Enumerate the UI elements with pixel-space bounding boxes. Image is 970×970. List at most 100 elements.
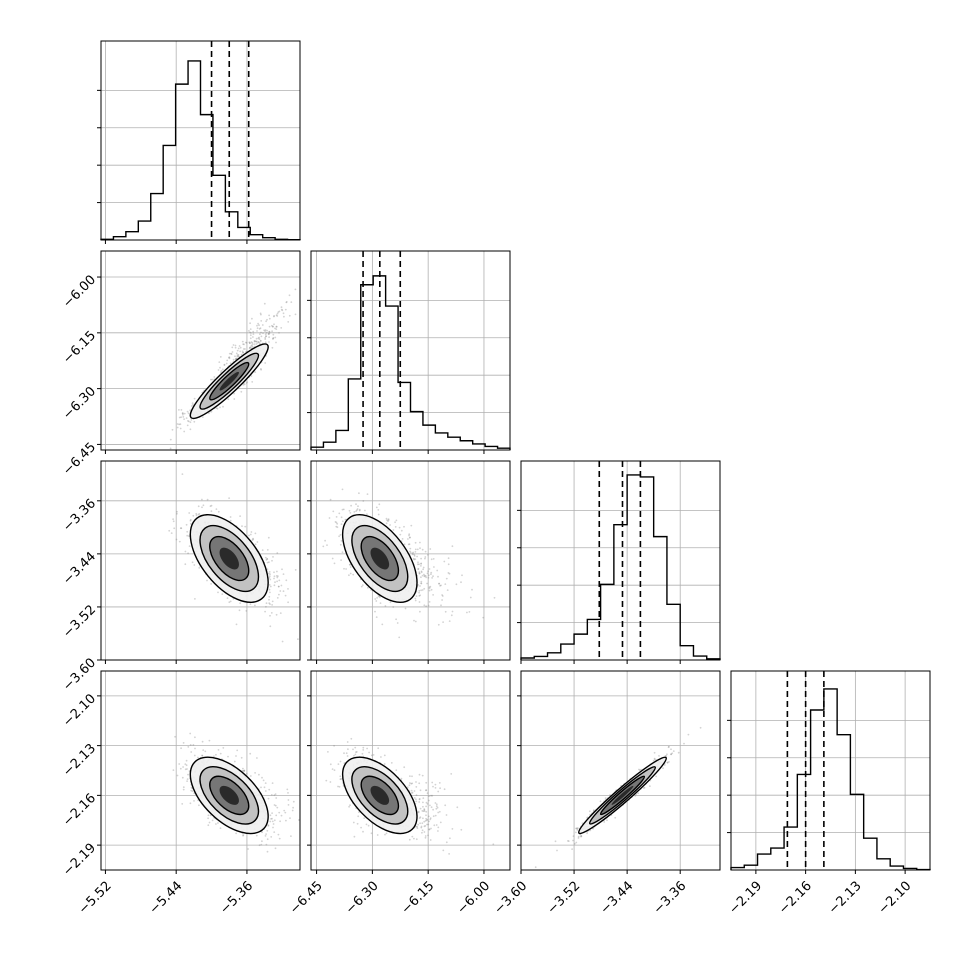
- scatter-point: [254, 340, 257, 342]
- scatter-point: [268, 331, 271, 333]
- scatter-point: [265, 605, 267, 608]
- scatter-point: [411, 791, 414, 794]
- scatter-point: [248, 342, 251, 344]
- scatter-point: [444, 610, 447, 613]
- scatter-point: [413, 558, 416, 561]
- scatter-point: [387, 518, 390, 521]
- scatter-point: [418, 817, 421, 819]
- panel-frame: [730, 670, 931, 871]
- scatter-point: [252, 537, 254, 540]
- scatter-point: [423, 573, 425, 576]
- scatter-point: [254, 532, 257, 535]
- scatter-point: [588, 810, 591, 813]
- scatter-point: [419, 807, 422, 810]
- scatter-point: [254, 543, 257, 546]
- scatter-point: [189, 409, 192, 412]
- scatter-point: [233, 392, 236, 395]
- scatter-point: [190, 405, 193, 407]
- scatter-point: [427, 574, 430, 577]
- scatter-point: [363, 817, 366, 819]
- scatter-point: [273, 323, 275, 326]
- scatter-point: [376, 834, 379, 836]
- scatter-point: [447, 572, 450, 574]
- scatter-point: [422, 566, 425, 569]
- panel-content: [172, 732, 306, 853]
- scatter-point: [268, 575, 271, 578]
- scatter-point: [416, 825, 418, 828]
- scatter-point: [418, 801, 421, 803]
- scatter-point: [414, 597, 417, 600]
- scatter-point: [341, 508, 344, 511]
- scatter-point: [305, 604, 307, 606]
- scatter-point: [422, 817, 424, 820]
- scatter-point: [429, 818, 432, 821]
- scatter-point: [414, 551, 417, 553]
- scatter-point: [269, 625, 272, 628]
- scatter-point: [258, 773, 260, 776]
- scatter-point: [408, 534, 410, 537]
- scatter-point: [377, 513, 380, 516]
- scatter-point: [304, 805, 306, 807]
- scatter-point: [275, 575, 278, 577]
- scatter-point: [357, 815, 360, 818]
- scatter-point: [450, 773, 453, 775]
- scatter-point: [273, 794, 276, 797]
- scatter-point: [266, 568, 269, 571]
- scatter-point: [183, 430, 186, 433]
- scatter-point: [251, 381, 254, 383]
- scatter-point: [639, 769, 641, 772]
- scatter-point: [219, 752, 222, 755]
- scatter-point: [186, 780, 189, 782]
- scatter-point: [275, 341, 277, 344]
- panel-frame: [520, 460, 721, 661]
- scatter-point: [372, 754, 375, 756]
- scatter-point: [242, 351, 244, 354]
- scatter-point: [276, 312, 279, 315]
- scatter-point: [273, 819, 276, 822]
- scatter-point: [268, 584, 271, 586]
- scatter-point: [394, 526, 397, 528]
- scatter-point: [346, 755, 349, 757]
- scatter-point: [193, 800, 195, 802]
- scatter-point: [432, 558, 435, 560]
- scatter-point: [440, 604, 442, 607]
- scatter-point: [449, 837, 451, 840]
- scatter-point: [247, 848, 250, 850]
- scatter-point: [273, 575, 276, 578]
- scatter-point: [245, 610, 248, 612]
- scatter-point: [426, 572, 429, 575]
- scatter-point: [229, 362, 232, 365]
- scatter-point: [437, 623, 440, 626]
- scatter-point: [403, 766, 406, 769]
- scatter-point: [420, 562, 423, 565]
- scatter-point: [252, 333, 255, 335]
- scatter-point: [190, 789, 193, 792]
- scatter-point: [272, 556, 274, 558]
- scatter-point: [399, 533, 402, 536]
- scatter-point: [403, 543, 406, 546]
- scatter-point: [427, 570, 429, 573]
- scatter-point: [421, 774, 424, 777]
- scatter-point: [300, 839, 302, 841]
- scatter-point: [176, 774, 179, 777]
- scatter-point: [241, 340, 244, 343]
- scatter-point: [201, 416, 204, 418]
- scatter-point: [571, 848, 573, 850]
- scatter-point: [264, 338, 267, 340]
- scatter-point: [322, 545, 325, 548]
- panel-content: [325, 737, 495, 855]
- scatter-point: [181, 412, 184, 415]
- scatter-point: [278, 579, 281, 582]
- panel-content: [322, 488, 496, 639]
- scatter-point: [186, 424, 189, 427]
- scatter-point: [189, 522, 192, 525]
- scatter-point: [210, 510, 213, 513]
- scatter-point: [235, 755, 237, 757]
- scatter-point: [425, 805, 427, 808]
- scatter-point: [375, 506, 378, 509]
- scatter-point: [425, 605, 427, 608]
- scatter-point: [445, 577, 448, 580]
- scatter-point: [275, 814, 278, 817]
- scatter-point: [275, 613, 278, 616]
- scatter-point: [210, 410, 213, 413]
